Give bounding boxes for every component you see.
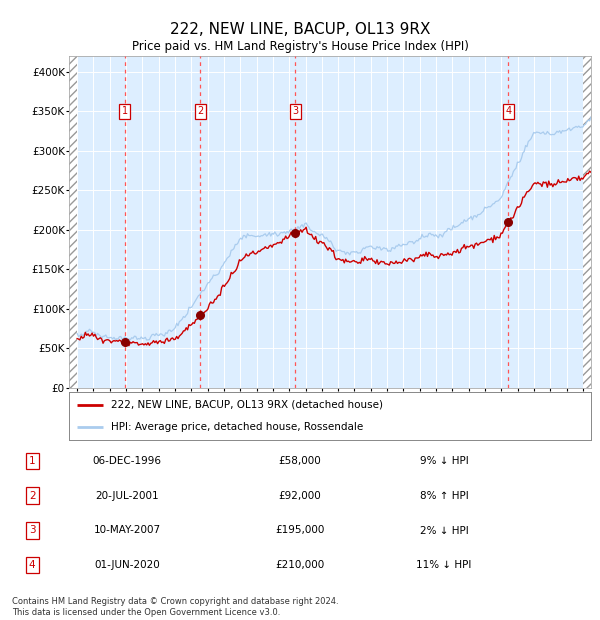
Text: 2: 2 — [197, 106, 203, 116]
Text: 11% ↓ HPI: 11% ↓ HPI — [416, 560, 472, 570]
Text: Price paid vs. HM Land Registry's House Price Index (HPI): Price paid vs. HM Land Registry's House … — [131, 40, 469, 53]
Text: 10-MAY-2007: 10-MAY-2007 — [94, 526, 161, 536]
Text: 9% ↓ HPI: 9% ↓ HPI — [419, 456, 469, 466]
Text: 2% ↓ HPI: 2% ↓ HPI — [419, 526, 469, 536]
Bar — [69, 56, 77, 388]
Text: 3: 3 — [292, 106, 298, 116]
Text: 2: 2 — [29, 490, 35, 500]
Text: £195,000: £195,000 — [275, 526, 325, 536]
Text: 222, NEW LINE, BACUP, OL13 9RX (detached house): 222, NEW LINE, BACUP, OL13 9RX (detached… — [111, 400, 383, 410]
Text: £210,000: £210,000 — [275, 560, 325, 570]
Text: 3: 3 — [29, 526, 35, 536]
Text: 06-DEC-1996: 06-DEC-1996 — [93, 456, 162, 466]
Text: 1: 1 — [122, 106, 128, 116]
Text: 8% ↑ HPI: 8% ↑ HPI — [419, 490, 469, 500]
Text: £92,000: £92,000 — [278, 490, 322, 500]
Text: 4: 4 — [29, 560, 35, 570]
Text: 01-JUN-2020: 01-JUN-2020 — [94, 560, 160, 570]
Text: £58,000: £58,000 — [278, 456, 322, 466]
Text: 4: 4 — [505, 106, 511, 116]
Text: 1: 1 — [29, 456, 35, 466]
Text: Contains HM Land Registry data © Crown copyright and database right 2024.
This d: Contains HM Land Registry data © Crown c… — [12, 598, 338, 617]
Bar — [583, 56, 591, 388]
Text: HPI: Average price, detached house, Rossendale: HPI: Average price, detached house, Ross… — [111, 422, 363, 432]
Text: 20-JUL-2001: 20-JUL-2001 — [95, 490, 159, 500]
Text: 222, NEW LINE, BACUP, OL13 9RX: 222, NEW LINE, BACUP, OL13 9RX — [170, 22, 430, 37]
